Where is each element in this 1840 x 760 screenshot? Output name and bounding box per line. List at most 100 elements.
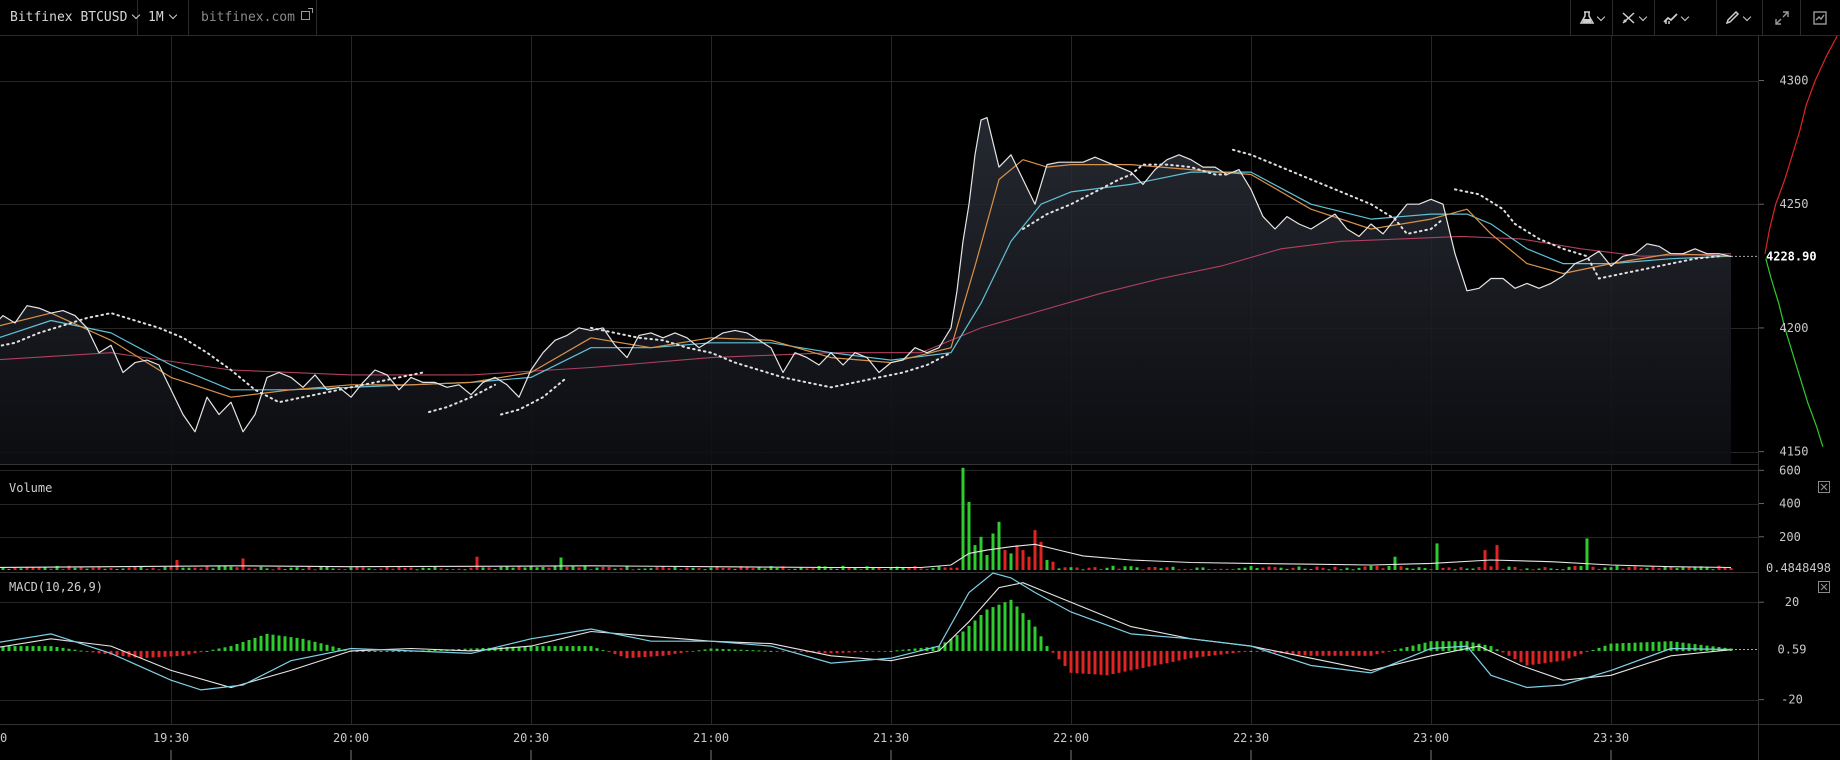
volume-bar: [961, 467, 965, 570]
macd-histogram-bar: [1039, 636, 1043, 651]
macd-axis: 20 -20 0.59: [1758, 595, 1807, 707]
volume-bar: [325, 566, 329, 570]
macd-histogram-bar: [1051, 650, 1055, 653]
volume-bar: [1051, 561, 1055, 570]
macd-histogram-bar: [955, 635, 959, 651]
macd-histogram-bar: [7, 646, 11, 651]
macd-histogram-bar: [667, 650, 671, 655]
macd-histogram-bar: [997, 604, 1001, 651]
macd-histogram-bar: [1345, 650, 1349, 656]
macd-histogram-bar: [103, 650, 107, 654]
chevron-down-icon: [1680, 12, 1690, 22]
macd-histogram-bar: [529, 646, 533, 651]
volume-bar: [1309, 569, 1313, 570]
volume-bar: [13, 567, 17, 570]
macd-histogram-bar: [1405, 647, 1409, 651]
volume-bar: [907, 567, 911, 570]
volume-bar: [1315, 566, 1319, 570]
volume-bar: [751, 568, 755, 570]
macd-histogram-bar: [1375, 650, 1379, 655]
volume-bar: [385, 566, 389, 570]
macd-histogram-bar: [187, 650, 191, 655]
volume-bar: [1195, 567, 1199, 570]
macd-histogram-bar: [1321, 650, 1325, 656]
macd-histogram-bar: [1639, 642, 1643, 651]
volume-bar: [1273, 567, 1277, 570]
volume-bar: [547, 567, 551, 570]
volume-bar: [1549, 568, 1553, 570]
macd-histogram-bar: [385, 650, 389, 652]
draw-tool[interactable]: [1716, 0, 1758, 36]
volume-bar: [1393, 556, 1397, 570]
volume-bar: [1453, 569, 1457, 571]
volume-bar: [379, 568, 383, 570]
macd-histogram-bar: [1447, 641, 1451, 651]
macd-histogram-bar: [1159, 650, 1163, 665]
volume-bar: [373, 569, 377, 571]
indicators-tool[interactable]: [1570, 0, 1612, 36]
volume-bar: [1501, 568, 1505, 570]
macd-close-icon[interactable]: [1818, 581, 1830, 593]
macd-histogram-bar: [1603, 645, 1607, 651]
macd-histogram-bar: [1609, 643, 1613, 651]
volume-close-icon[interactable]: [1818, 481, 1830, 493]
macd-histogram-bar: [1417, 644, 1421, 651]
macd-histogram-bar: [283, 636, 287, 651]
macd-histogram-bar: [535, 646, 539, 651]
macd-histogram-bar: [775, 650, 779, 652]
volume-bar: [283, 569, 287, 570]
macd-histogram-bar: [1705, 645, 1709, 651]
time-tick-label: 21:00: [693, 731, 729, 745]
macd-histogram-bar: [1525, 650, 1529, 666]
volume-bar: [1339, 569, 1343, 571]
volume-bar: [103, 568, 107, 570]
volume-bar: [769, 566, 773, 570]
macd-histogram-bar: [751, 650, 755, 652]
chart-style-tool[interactable]: [1654, 0, 1696, 36]
volume-bar: [1003, 550, 1007, 570]
volume-bar: [313, 569, 317, 571]
macd-histogram-bar: [1237, 650, 1241, 653]
fullscreen-tool[interactable]: [1762, 0, 1800, 36]
volume-bar: [1555, 569, 1559, 570]
volume-bar: [157, 569, 161, 571]
macd-histogram-bar: [151, 650, 155, 658]
macd-histogram-bar: [1153, 650, 1157, 666]
macd-histogram-bar: [325, 644, 329, 651]
macd-histogram-bar: [1129, 650, 1133, 671]
macd-histogram-bar: [721, 649, 725, 651]
macd-histogram-bar: [97, 650, 101, 654]
macd-histogram-bar: [67, 648, 71, 651]
depth-asks-line: [1764, 36, 1838, 254]
macd-last-value: 0.59: [1778, 642, 1807, 656]
volume-bar: [1573, 565, 1577, 570]
macd-histogram-bar: [319, 643, 323, 651]
volume-bar: [1111, 565, 1115, 570]
volume-bar: [1063, 567, 1067, 570]
time-axis[interactable]: 19:30 20:00 20:30 21:00 21:30 22:00 22:30 23:00…: [0, 731, 1629, 760]
interval-selector[interactable]: 1M: [138, 0, 189, 36]
volume-bar: [595, 567, 599, 570]
volume-bar: [217, 566, 221, 570]
volume-bar: [163, 566, 167, 570]
volume-bar: [145, 568, 149, 570]
snapshot-tool[interactable]: [1800, 0, 1840, 36]
macd-histogram-bar: [1249, 650, 1253, 652]
time-tick-label: 23:30: [1593, 731, 1629, 745]
volume-bar: [667, 568, 671, 570]
volume-bar: [193, 567, 197, 570]
compare-tool[interactable]: [1612, 0, 1654, 36]
volume-bar: [1417, 567, 1421, 570]
macd-histogram-bar: [79, 650, 83, 652]
volume-bar: [1039, 541, 1043, 570]
volume-bar: [1603, 567, 1607, 570]
price-tick-label: 4300: [1780, 74, 1809, 88]
macd-histogram-bar: [1219, 650, 1223, 655]
volume-bar: [1123, 566, 1127, 570]
symbol-selector[interactable]: Bitfinex BTCUSD: [0, 0, 141, 36]
macd-histogram-bar: [1567, 650, 1571, 659]
price-area-path: [0, 117, 1731, 464]
volume-bar: [475, 556, 479, 570]
site-link[interactable]: bitfinex.com: [189, 0, 317, 36]
